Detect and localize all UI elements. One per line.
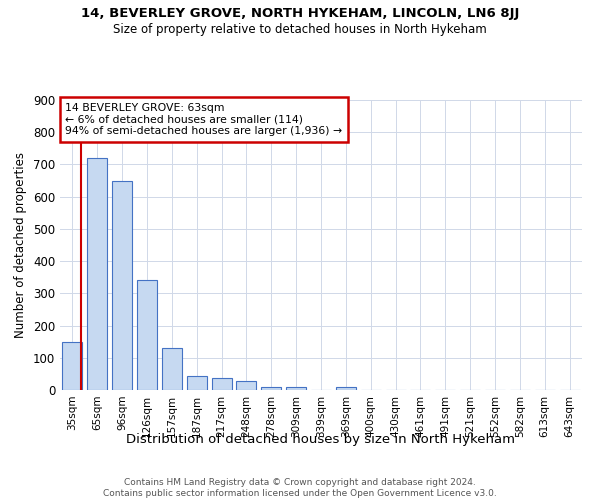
Bar	[236, 381, 256, 390]
Text: Contains HM Land Registry data © Crown copyright and database right 2024.
Contai: Contains HM Land Registry data © Crown c…	[103, 478, 497, 498]
Text: 14 BEVERLEY GROVE: 63sqm
← 6% of detached houses are smaller (114)
94% of semi-d: 14 BEVERLEY GROVE: 63sqm ← 6% of detache…	[65, 103, 343, 136]
Text: Distribution of detached houses by size in North Hykeham: Distribution of detached houses by size …	[127, 432, 515, 446]
Y-axis label: Number of detached properties: Number of detached properties	[14, 152, 28, 338]
Text: Size of property relative to detached houses in North Hykeham: Size of property relative to detached ho…	[113, 22, 487, 36]
Bar	[187, 376, 206, 390]
Bar	[262, 387, 281, 390]
Bar	[212, 378, 232, 390]
Bar	[162, 348, 182, 390]
Bar	[62, 342, 82, 390]
Bar	[286, 388, 306, 390]
Bar	[137, 280, 157, 390]
Bar	[112, 180, 132, 390]
Bar	[88, 158, 107, 390]
Bar	[336, 387, 356, 390]
Text: 14, BEVERLEY GROVE, NORTH HYKEHAM, LINCOLN, LN6 8JJ: 14, BEVERLEY GROVE, NORTH HYKEHAM, LINCO…	[81, 8, 519, 20]
